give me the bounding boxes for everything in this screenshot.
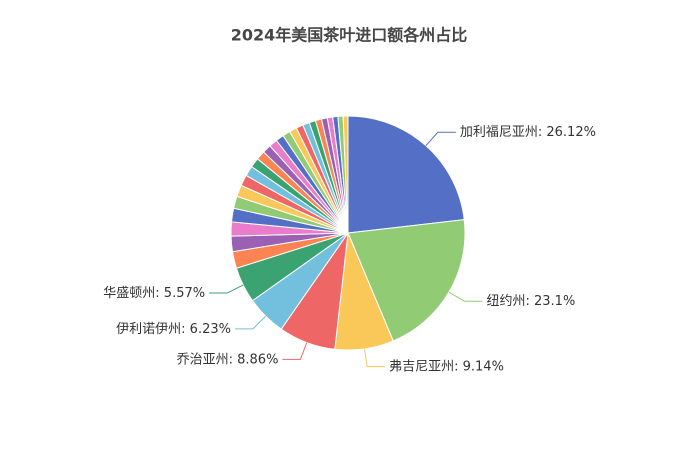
leader-line [282, 342, 308, 360]
leader-line [448, 291, 483, 302]
slice-label-name: 伊利诺伊州 [116, 321, 181, 336]
slice-label-name: 乔治亚州 [177, 352, 229, 367]
slice-label-name: 弗吉尼亚州 [389, 359, 454, 374]
chart-title: 2024年美国茶叶进口额各州占比 [231, 26, 468, 45]
leader-line [364, 348, 386, 368]
slice-label: 华盛顿州: 5.57% [103, 286, 205, 301]
slice-label-value: : 23.1% [526, 294, 576, 309]
slice-label-value: : 6.23% [181, 321, 231, 336]
slice-label-name: 纽约州 [486, 294, 525, 309]
pie-slice [347, 115, 465, 234]
slice-label-value: : 9.14% [454, 359, 504, 374]
pie-slice [347, 219, 466, 342]
slice-label: 乔治亚州: 8.86% [177, 352, 279, 367]
pie-slice [342, 115, 349, 234]
leader-line [425, 131, 456, 147]
slice-label: 加利福尼亚州: 26.12% [460, 125, 596, 140]
leader-line [209, 284, 244, 294]
slice-label-value: : 5.57% [155, 286, 205, 301]
slice-label: 伊利诺伊州: 6.23% [116, 321, 231, 336]
slice-label: 弗吉尼亚州: 9.14% [389, 359, 504, 374]
slice-label: 纽约州: 23.1% [486, 294, 575, 309]
slice-label-value: : 26.12% [538, 125, 596, 140]
slice-label-value: : 8.86% [229, 352, 279, 367]
leader-line [234, 315, 267, 330]
slice-label-name: 华盛顿州 [103, 286, 155, 301]
slice-label-name: 加利福尼亚州 [460, 125, 538, 140]
